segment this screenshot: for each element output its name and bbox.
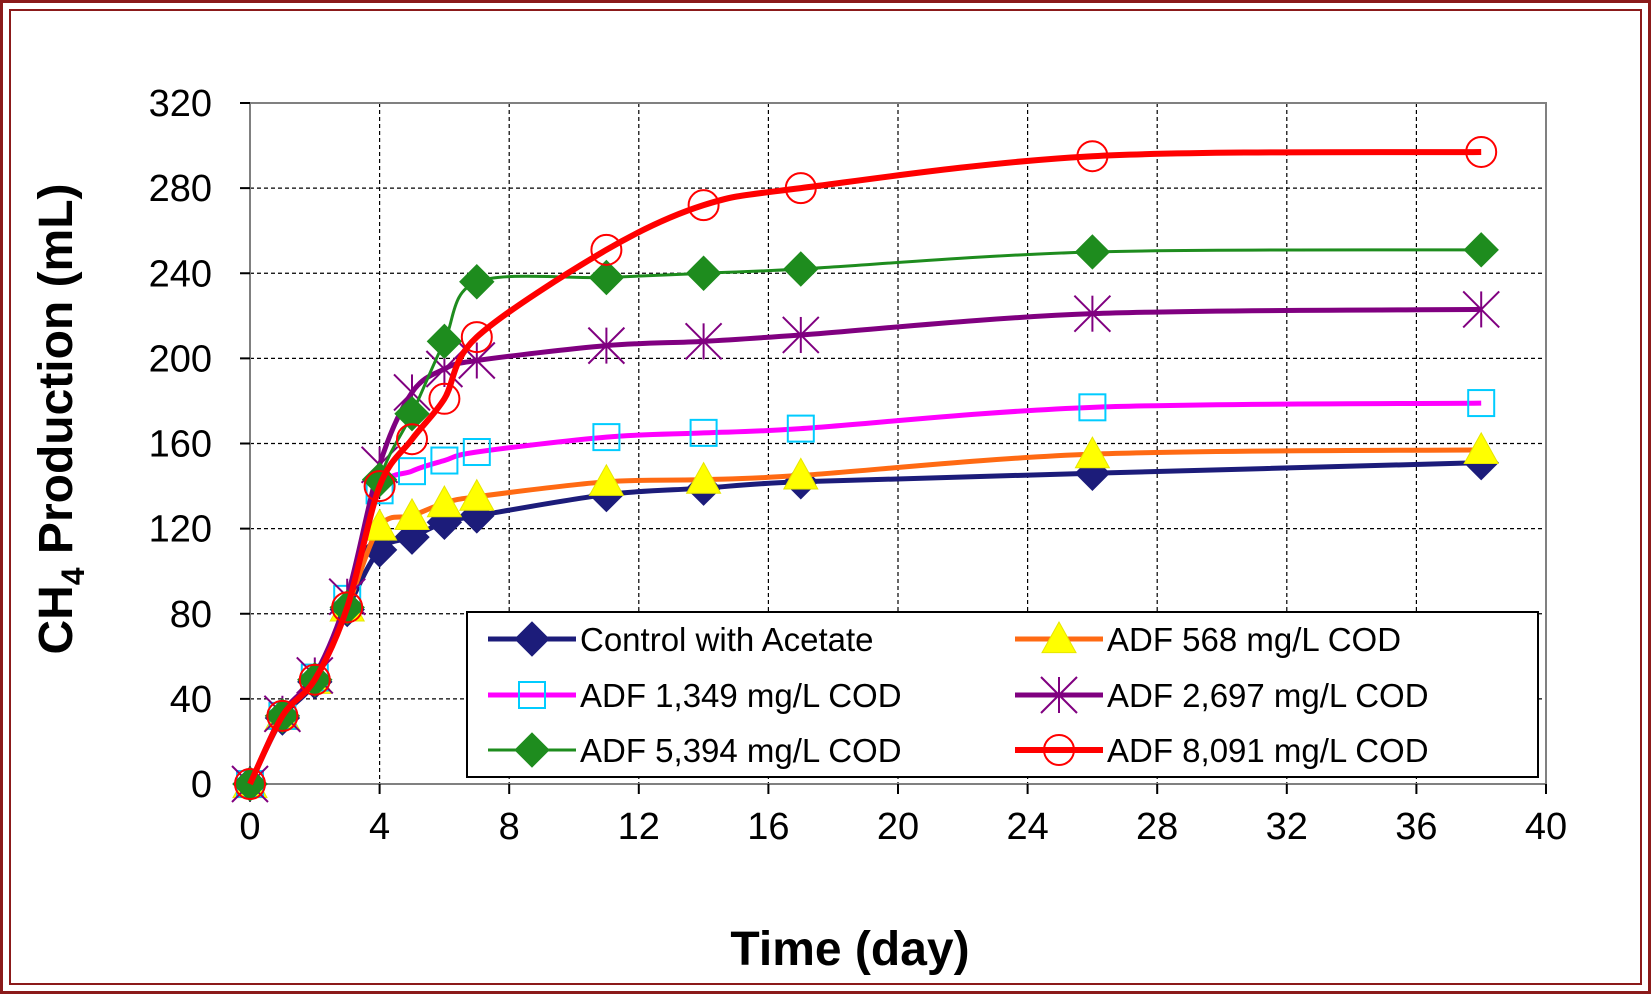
y-axis-ticks: 0 40 80 120 160 200 240 280 320 (149, 83, 250, 806)
y-tick-label: 80 (170, 594, 212, 636)
x-tick-label: 40 (1525, 806, 1567, 848)
x-tick-label: 32 (1266, 806, 1308, 848)
x-axis-ticks: 0 4 8 12 16 20 24 28 32 36 40 (239, 784, 1567, 848)
data-point (1463, 431, 1500, 464)
y-tick-label: 200 (149, 338, 212, 380)
data-point (1073, 294, 1112, 333)
data-point (398, 457, 426, 486)
data-point (592, 423, 621, 452)
data-point (460, 321, 493, 354)
data-point (298, 663, 331, 696)
data-point (234, 768, 266, 800)
legend-label: ADF 5,394 mg/L COD (580, 732, 902, 769)
x-tick-label: 12 (618, 806, 660, 848)
data-point (396, 423, 428, 456)
data-point (394, 395, 430, 432)
data-point (783, 251, 819, 287)
data-point (786, 414, 815, 443)
y-tick-label: 120 (149, 509, 212, 551)
data-point (684, 322, 723, 361)
data-point (1463, 232, 1499, 268)
legend-item: ADF 568 mg/L COD (1015, 620, 1401, 658)
legend-swatch-marker (1040, 676, 1078, 714)
x-tick-label: 8 (499, 806, 520, 848)
data-point (331, 591, 364, 624)
data-point (394, 497, 430, 530)
data-point (782, 457, 819, 490)
x-tick-label: 24 (1006, 806, 1048, 848)
y-tick-label: 240 (149, 253, 212, 295)
y-tick-label: 0 (191, 764, 212, 806)
data-point (430, 446, 459, 475)
data-point (588, 463, 625, 496)
legend-swatch-marker (1041, 620, 1077, 654)
x-tick-label: 36 (1395, 806, 1437, 848)
data-point (426, 323, 463, 360)
y-tick-label: 40 (170, 679, 212, 721)
legend-box (466, 611, 1539, 778)
x-tick-label: 28 (1136, 806, 1178, 848)
series-layer (231, 135, 1500, 803)
data-point (782, 316, 820, 354)
legend-label: ADF 8,091 mg/L COD (1107, 732, 1429, 769)
series-5 (232, 232, 1499, 802)
data-point (685, 255, 722, 291)
data-point (462, 438, 491, 467)
x-axis-title: Time (day) (730, 923, 969, 976)
legend-item: ADF 1,349 mg/L COD (488, 677, 902, 714)
data-point (588, 259, 625, 296)
legend-swatch-marker (514, 732, 550, 768)
legend-label: Control with Acetate (580, 621, 874, 658)
data-point (1076, 140, 1109, 173)
data-point (1074, 436, 1111, 469)
x-tick-label: 4 (369, 806, 390, 848)
data-point (1465, 135, 1498, 168)
data-point (1462, 290, 1500, 329)
data-point (587, 326, 626, 365)
legend-item: Control with Acetate (488, 621, 874, 658)
x-tick-label: 16 (747, 806, 789, 848)
data-point (689, 418, 718, 447)
x-tick-label: 20 (877, 806, 919, 848)
y-tick-label: 160 (149, 424, 212, 466)
data-point (687, 189, 720, 222)
legend-label: ADF 1,349 mg/L COD (580, 677, 902, 714)
data-point (363, 470, 396, 503)
data-point (459, 264, 495, 300)
legend-label: ADF 568 mg/L COD (1107, 621, 1401, 658)
data-point (426, 485, 463, 518)
data-point (784, 172, 817, 205)
x-tick-label: 0 (239, 806, 260, 848)
legend-item: ADF 5,394 mg/L COD (488, 732, 902, 769)
series-line (247, 148, 1482, 786)
data-point (685, 461, 722, 494)
data-point (1074, 234, 1111, 270)
data-point (266, 699, 299, 732)
legend-swatch-marker (514, 621, 550, 657)
data-point (590, 233, 623, 266)
legend-item: ADF 2,697 mg/L COD (1015, 676, 1429, 714)
data-point (1467, 389, 1496, 418)
data-point (428, 382, 461, 415)
legend-swatch-marker (518, 681, 546, 709)
y-tick-label: 320 (149, 83, 212, 125)
legend-swatch-marker (1043, 734, 1075, 766)
y-tick-label: 280 (149, 168, 212, 210)
data-point (1078, 393, 1107, 422)
data-point (458, 478, 495, 511)
legend: Control with Acetate ADF 568 mg/L COD ADF … (466, 611, 1539, 778)
series-6 (234, 135, 1498, 800)
legend-label: ADF 2,697 mg/L COD (1107, 677, 1429, 714)
legend-item: ADF 8,091 mg/L COD (1015, 732, 1429, 769)
y-axis-title: CH4 Production (mL) (30, 183, 91, 654)
